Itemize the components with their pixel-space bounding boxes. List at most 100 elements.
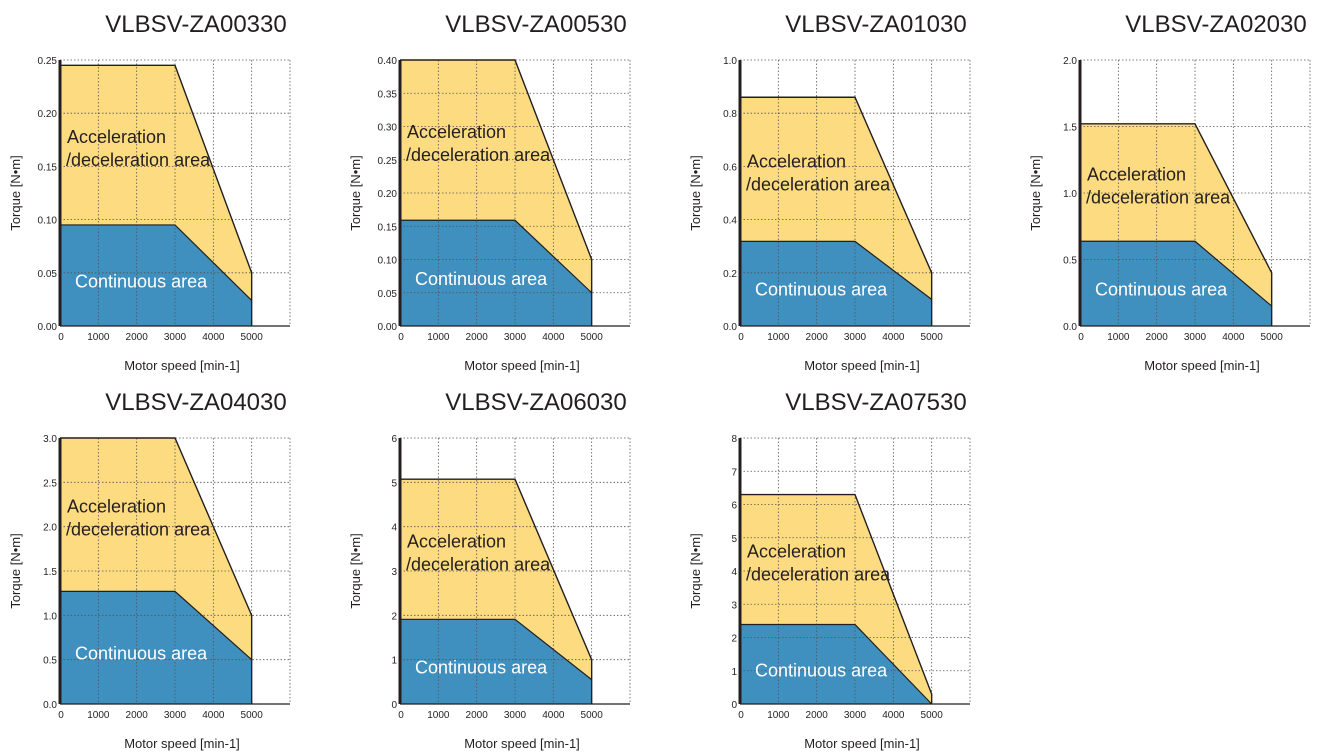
accel-label-line: Acceleration xyxy=(747,151,846,171)
accel-label-line: Acceleration xyxy=(67,497,166,517)
x-tick-label: 1000 xyxy=(427,710,450,721)
y-tick-label: 3.0 xyxy=(43,434,57,445)
chart-panel: VLBSV-ZA01030 0.0 0.2 0.4 0.6 0.8 1.0 0 1000 2000… xyxy=(680,0,1010,378)
x-tick-label: 4000 xyxy=(542,710,565,721)
accel-area-outline xyxy=(740,96,933,326)
chart-svg: VLBSV-ZA06030 0 1 2 3 4 5 6 0 1000 2000 3000 4000 500… xyxy=(348,389,631,751)
y-tick-label: 0.00 xyxy=(38,322,58,333)
accel-area-label: Acceleration/deceleration area xyxy=(746,151,891,194)
chart-panel: VLBSV-ZA00330 0.00 0.05 0.10 0.15 0.20 0.25 0 10… xyxy=(0,0,330,378)
accel-label-line: /deceleration area xyxy=(746,174,891,194)
y-tick-label: 0.4 xyxy=(723,216,737,227)
continuous-area xyxy=(740,624,932,704)
continuous-area xyxy=(400,220,592,326)
x-tick-label: 5000 xyxy=(241,332,264,343)
continuous-area-label: Continuous area xyxy=(415,658,548,678)
y-axis-label: Torque [N•m] xyxy=(1028,155,1043,230)
continuous-area-outline xyxy=(740,240,933,300)
x-tick-label: 4000 xyxy=(202,710,225,721)
x-tick-label: 0 xyxy=(58,710,64,721)
x-tick-label: 1000 xyxy=(427,332,450,343)
x-tick-label: 4000 xyxy=(882,332,905,343)
chart-svg: VLBSV-ZA01030 0.0 0.2 0.4 0.6 0.8 1.0 0 1000 2000… xyxy=(688,11,971,373)
y-tick-label: 0.20 xyxy=(38,109,58,120)
accel-label-line: /deceleration area xyxy=(1086,188,1231,208)
x-tick-label: 2000 xyxy=(466,710,489,721)
y-tick-label: 0.8 xyxy=(723,109,737,120)
continuous-area-outline xyxy=(60,590,253,661)
accel-label-line: /deceleration area xyxy=(406,145,551,165)
chart-svg: VLBSV-ZA04030 0.0 0.5 1.0 1.5 2.0 2.5 3.0 0 1000 2… xyxy=(8,389,291,751)
y-tick-label: 4 xyxy=(391,523,397,534)
accel-area-label: Acceleration/deceleration area xyxy=(406,122,551,165)
chart-title: VLBSV-ZA04030 xyxy=(105,389,286,416)
continuous-area xyxy=(740,241,932,326)
y-tick-label: 0.10 xyxy=(38,216,58,227)
accel-area-label: Acceleration/deceleration area xyxy=(1086,165,1231,208)
y-tick-label: 0.05 xyxy=(38,269,58,280)
x-tick-label: 2000 xyxy=(1146,332,1169,343)
y-axis-label: Torque [N•m] xyxy=(688,533,703,608)
chart-title: VLBSV-ZA01030 xyxy=(785,11,966,38)
x-tick-label: 0 xyxy=(398,332,404,343)
y-tick-label: 0.5 xyxy=(43,656,57,667)
y-axis-label: Torque [N•m] xyxy=(8,155,23,230)
accel-label-line: Acceleration xyxy=(1087,165,1186,185)
x-tick-label: 3000 xyxy=(504,332,527,343)
x-tick-label: 0 xyxy=(58,332,64,343)
continuous-area xyxy=(60,224,252,326)
x-tick-label: 1000 xyxy=(1107,332,1130,343)
chart-title: VLBSV-ZA02030 xyxy=(1125,11,1306,38)
y-tick-label: 3 xyxy=(391,567,397,578)
y-tick-label: 0.10 xyxy=(378,256,398,267)
y-tick-label: 1 xyxy=(731,667,737,678)
chart-svg: VLBSV-ZA07530 0 1 2 3 4 5 6 7 8 0 1000 2000 3000 4000 5… xyxy=(688,389,971,751)
accel-label-line: /deceleration area xyxy=(66,150,211,170)
chart-title: VLBSV-ZA00330 xyxy=(105,11,286,38)
y-tick-label: 7 xyxy=(731,467,737,478)
y-tick-label: 5 xyxy=(391,478,397,489)
continuous-area-outline xyxy=(60,224,253,301)
accel-label-line: Acceleration xyxy=(67,127,166,147)
y-tick-label: 0.6 xyxy=(723,162,737,173)
y-tick-label: 2 xyxy=(731,634,737,645)
y-tick-label: 6 xyxy=(731,501,737,512)
accel-label-line: Acceleration xyxy=(747,542,846,562)
accel-area-outline xyxy=(740,493,933,704)
y-tick-label: 0.0 xyxy=(723,322,737,333)
y-tick-label: 0.5 xyxy=(1063,256,1077,267)
x-tick-label: 1000 xyxy=(767,332,790,343)
continuous-area xyxy=(60,591,252,704)
accel-label-line: Acceleration xyxy=(407,531,506,551)
chart-panel: VLBSV-ZA06030 0 1 2 3 4 5 6 0 1000 2000 3000 4000 500… xyxy=(340,378,670,756)
accel-area-label: Acceleration/deceleration area xyxy=(746,542,891,585)
y-tick-label: 0.05 xyxy=(378,289,398,300)
x-tick-label: 2000 xyxy=(806,332,829,343)
continuous-area-outline xyxy=(400,219,593,294)
y-tick-label: 1.0 xyxy=(1063,189,1077,200)
x-axis-label: Motor speed [min-1] xyxy=(464,736,580,751)
y-tick-label: 5 xyxy=(731,534,737,545)
accel-area-outline xyxy=(400,478,593,704)
continuous-area-outline xyxy=(400,618,593,681)
x-tick-label: 0 xyxy=(398,710,404,721)
continuous-area-outline xyxy=(1080,240,1273,307)
y-axis-label: Torque [N•m] xyxy=(8,533,23,608)
y-tick-label: 0.0 xyxy=(43,700,57,711)
chart-panel: VLBSV-ZA00530 0.00 0.05 0.10 0.15 0.20 0.25 0.3… xyxy=(340,0,670,378)
x-tick-label: 5000 xyxy=(241,710,264,721)
y-axis-label: Torque [N•m] xyxy=(348,533,363,608)
y-tick-label: 0.20 xyxy=(378,189,398,200)
y-tick-label: 1 xyxy=(391,656,397,667)
continuous-area-label: Continuous area xyxy=(755,280,888,300)
x-axis-label: Motor speed [min-1] xyxy=(804,736,920,751)
x-tick-label: 0 xyxy=(738,332,744,343)
y-tick-label: 4 xyxy=(731,567,737,578)
accel-area-outline xyxy=(60,64,253,326)
x-tick-label: 1000 xyxy=(767,710,790,721)
x-tick-label: 2000 xyxy=(126,332,149,343)
y-tick-label: 1.5 xyxy=(43,567,57,578)
continuous-area-label: Continuous area xyxy=(415,269,548,289)
y-tick-label: 0.35 xyxy=(378,89,398,100)
